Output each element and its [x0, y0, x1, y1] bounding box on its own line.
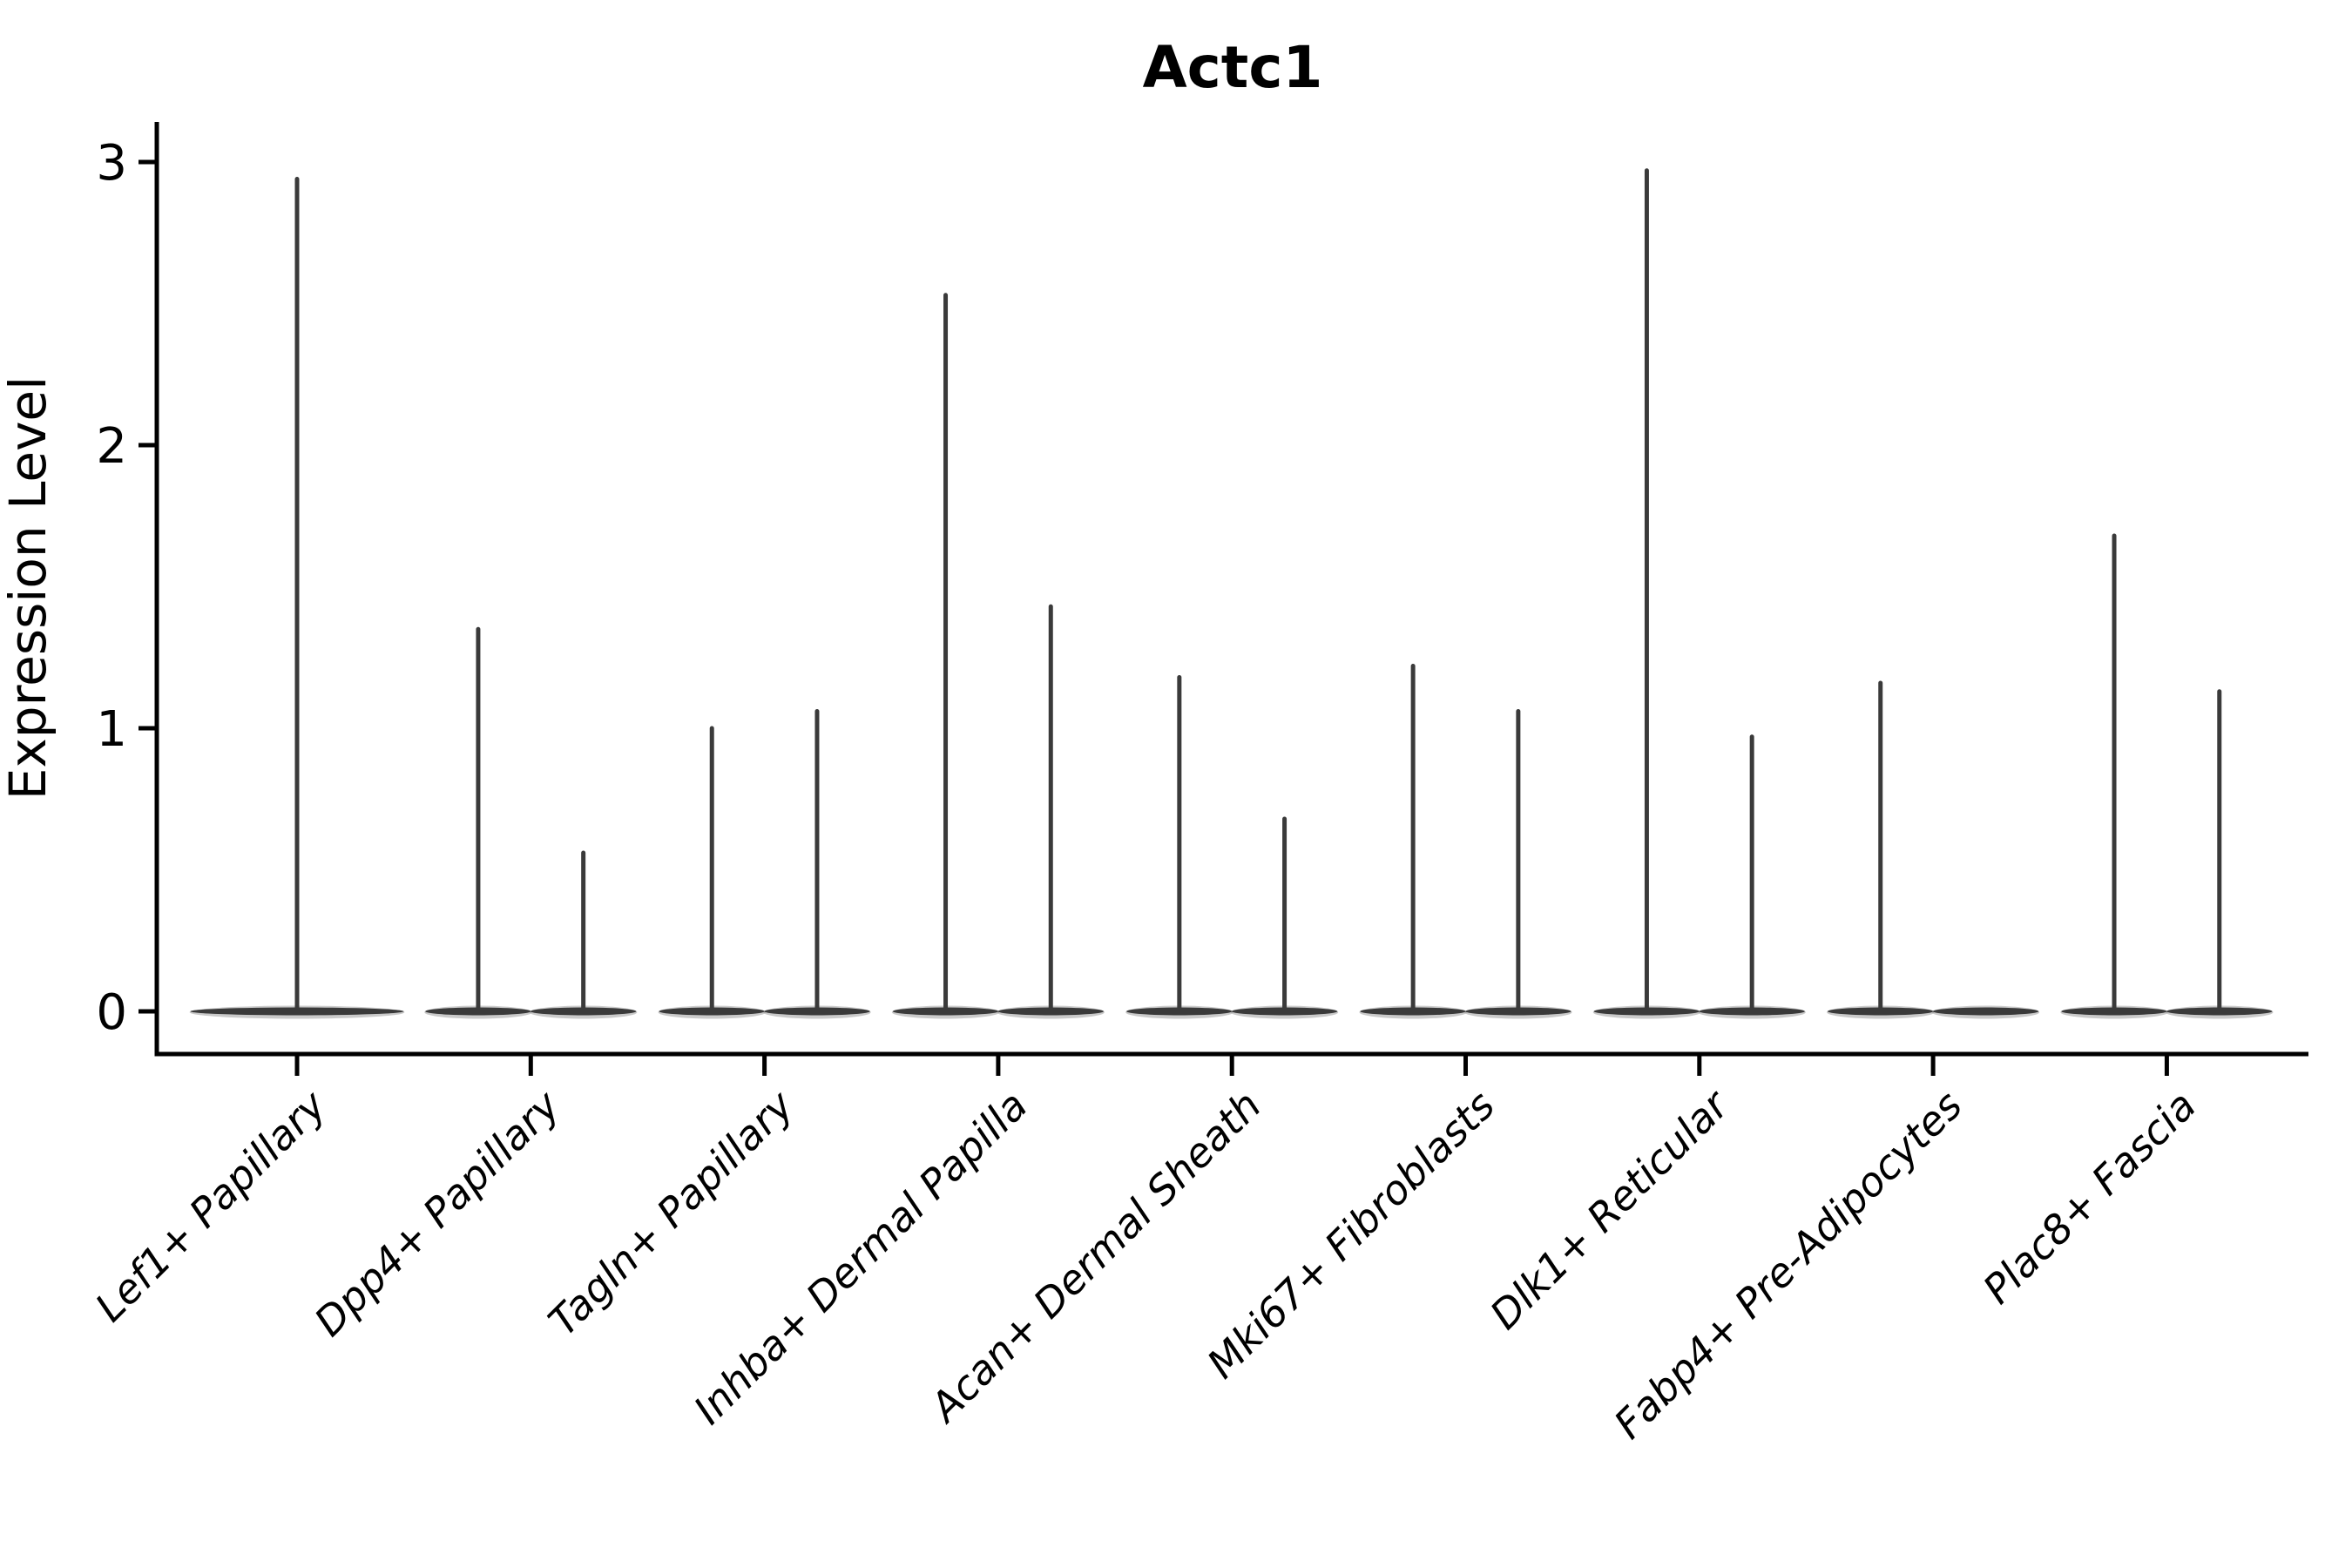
- x-tick-label-dlk1-reticular: Dlk1+ Reticular: [1481, 1079, 1740, 1338]
- plot-title: Actc1: [1143, 34, 1323, 101]
- y-tick-label-3: 3: [96, 135, 127, 192]
- y-axis-label: Expression Level: [0, 376, 57, 800]
- violin-group-mki67-fibroblasts: [1359, 664, 1572, 1019]
- violin-group-lef1-papillary: [189, 177, 405, 1019]
- violin-group-plac8-fascia: [2060, 533, 2274, 1019]
- x-tick-label-plac8-fascia: Plac8+ Fascia: [1974, 1082, 2205, 1313]
- x-tick-label-lef1-papillary: Lef1+ Papillary: [86, 1081, 335, 1330]
- violin-group-dlk1-reticular: [1592, 168, 1806, 1019]
- violin-group-acan-dermal-sheath: [1125, 675, 1339, 1019]
- violins-layer: [189, 168, 2274, 1019]
- violin-group-inhba-dermal-papilla: [891, 293, 1105, 1019]
- x-tick-label-tagln-papillary: Tagln+ Papillary: [539, 1081, 803, 1345]
- violin-group-fabp4-pre-adipocytes: [1827, 680, 2040, 1019]
- violin-group-tagln-papillary: [658, 709, 871, 1019]
- x-tick-label-dpp4-papillary: Dpp4+ Papillary: [305, 1081, 569, 1345]
- violin-group-dpp4-papillary: [424, 626, 638, 1019]
- violin-body: [1932, 1007, 2039, 1016]
- y-tick-label-1: 1: [96, 701, 127, 758]
- y-tick-label-2: 2: [96, 418, 127, 475]
- y-tick-label-0: 0: [96, 984, 127, 1041]
